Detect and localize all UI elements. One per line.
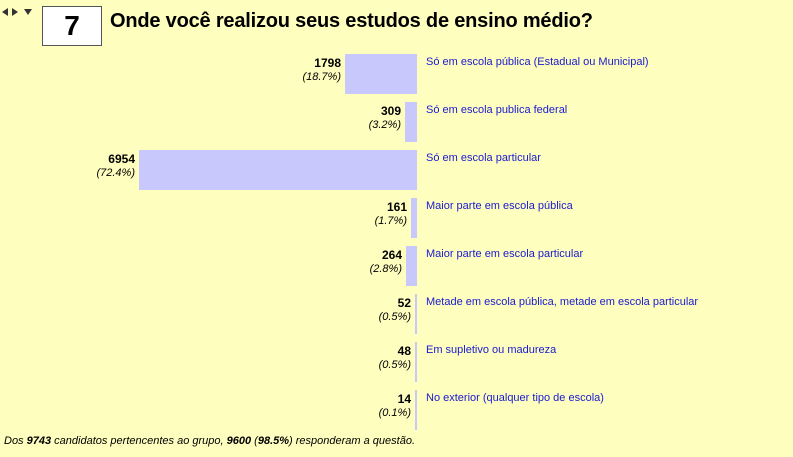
chart-row: 14 (0.1%) No exterior (qualquer tipo de es…: [0, 390, 793, 430]
category-label[interactable]: Só em escola pública (Estadual ou Munici…: [426, 56, 649, 68]
footer-text-2: candidatos pertencentes ao grupo,: [51, 435, 227, 447]
bar-percent-label: (18.7%): [302, 71, 341, 83]
bar-percent-label: (0.5%): [378, 311, 411, 323]
arrow-right-icon[interactable]: [12, 8, 18, 16]
chart-bar: [345, 54, 417, 94]
bar-count-label: 309: [380, 104, 401, 118]
chart-bar: [415, 390, 417, 430]
chart-bar: [406, 246, 417, 286]
bar-count-label: 48: [397, 344, 411, 358]
chart-row: 264 (2.8%) Maior parte em escola particula…: [0, 246, 793, 286]
category-label[interactable]: Maior parte em escola pública: [426, 200, 573, 212]
footer-total: 9743: [26, 435, 52, 447]
question-number: 7: [42, 6, 102, 46]
chart-row: 1798 (18.7%) Só em escola pública (Estadua…: [0, 54, 793, 94]
chart-bar: [405, 102, 417, 142]
chart-row: 6954 (72.4%) Só em escola particular: [0, 150, 793, 190]
chart-row: 52 (0.5%) Metade em escola pública, metade…: [0, 294, 793, 334]
bar-percent-label: (3.2%): [368, 119, 401, 131]
footer-text-3: (: [251, 435, 258, 447]
chart-bar: [415, 342, 417, 382]
chart-row: 48 (0.5%) Em supletivo ou madureza: [0, 342, 793, 382]
nav-controls: [2, 8, 32, 16]
category-label[interactable]: Só em escola particular: [426, 152, 541, 164]
footer-summary: Dos 9743 candidatos pertencentes ao grup…: [4, 435, 415, 447]
bar-count-label: 264: [381, 248, 402, 262]
category-label[interactable]: Em supletivo ou madureza: [426, 344, 557, 356]
chart-row: 161 (1.7%) Maior parte em escola pública: [0, 198, 793, 238]
question-title: Onde você realizou seus estudos de ensin…: [110, 10, 593, 32]
bar-percent-label: (1.7%): [374, 215, 407, 227]
bar-count-label: 1798: [314, 56, 341, 70]
category-label[interactable]: Maior parte em escola particular: [426, 248, 584, 260]
chevron-down-icon[interactable]: [24, 9, 32, 15]
bar-count-label: 161: [386, 200, 407, 214]
chart-bar: [411, 198, 417, 238]
footer-answered-pct: 98.5%: [257, 435, 290, 447]
chart-row: 309 (3.2%) Só em escola publica federal: [0, 102, 793, 142]
bar-count-label: 6954: [108, 152, 135, 166]
bar-count-label: 52: [397, 296, 411, 310]
chart-bar: [139, 150, 417, 190]
chart-bar: [415, 294, 417, 334]
category-label[interactable]: Só em escola publica federal: [426, 104, 568, 116]
bar-percent-label: (0.1%): [378, 407, 411, 419]
bar-percent-label: (0.5%): [378, 359, 411, 371]
footer-text-4: ) responderam a questão.: [289, 435, 416, 447]
footer-answered: 9600: [226, 435, 252, 447]
footer-text-1: Dos: [4, 435, 27, 447]
bar-percent-label: (2.8%): [369, 263, 402, 275]
bar-percent-label: (72.4%): [96, 167, 135, 179]
category-label[interactable]: No exterior (qualquer tipo de escola): [426, 392, 604, 404]
category-label[interactable]: Metade em escola pública, metade em esco…: [426, 296, 699, 308]
bar-count-label: 14: [397, 392, 411, 406]
arrow-left-icon[interactable]: [2, 8, 8, 16]
